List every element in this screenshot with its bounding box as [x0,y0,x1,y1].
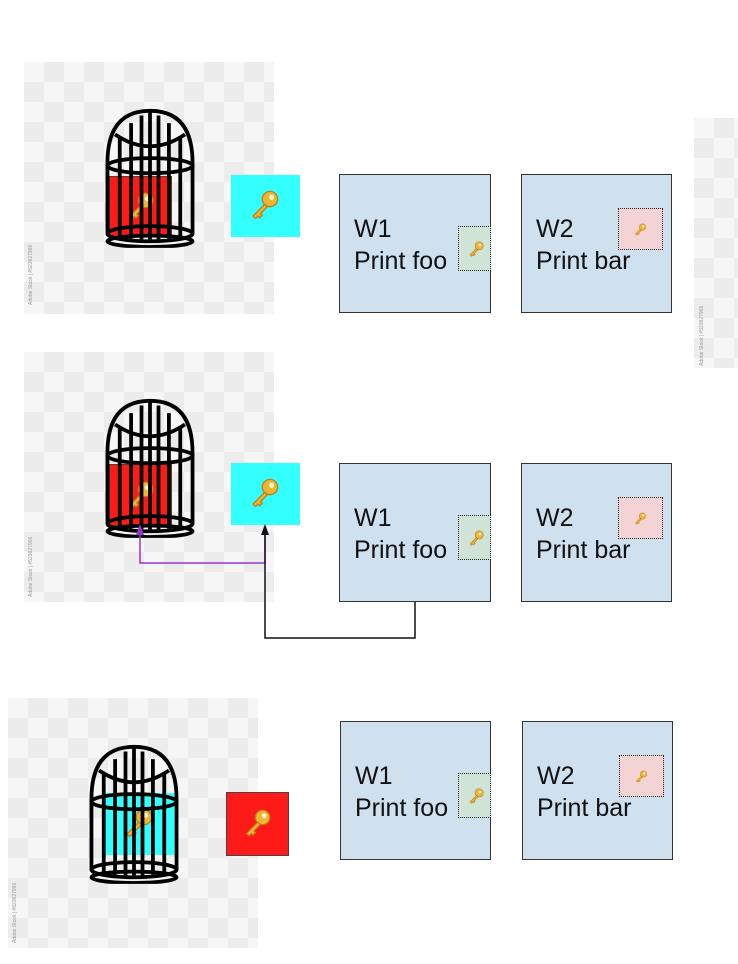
key-icon [467,528,485,548]
key-icon [467,786,485,806]
birdcage-icon [98,392,202,542]
worker-title: W1 [355,762,393,790]
key-slot [458,226,491,271]
worker-text: Print bar [536,247,631,275]
worker-w1: W1 Print foo [339,463,491,602]
worker-w1: W1 Print foo [340,721,491,860]
key-icon [247,187,281,223]
worker-title: W1 [354,504,392,532]
worker-text: Print foo [354,536,448,564]
worker-w2: W2 Print bar [521,174,672,313]
worker-w2: W2 Print bar [522,721,673,860]
stock-watermark: Adobe Stock | #523827966 [699,305,705,366]
key-icon [633,222,647,237]
worker-w2: W2 Print bar [521,463,672,602]
key-icon [467,239,485,259]
worker-text: Print foo [355,794,449,822]
stock-fragment-right [694,118,738,368]
key-slot [458,515,491,560]
worker-text: Print bar [536,536,631,564]
worker-w1: W1 Print foo [339,174,491,313]
worker-title: W1 [354,215,392,243]
worker-title: W2 [537,762,575,790]
key-slot [619,755,664,797]
key-icon [247,475,281,511]
stock-watermark: Adobe Stock | #523827966 [12,882,18,943]
stock-watermark: Adobe Stock | #523827966 [28,536,34,597]
red-key-square [226,792,289,856]
cyan-key-square [231,463,300,525]
birdcage-icon [98,102,202,252]
key-icon [633,511,647,526]
worker-title: W2 [536,215,574,243]
key-slot [458,773,491,818]
worker-text: Print bar [537,794,632,822]
key-icon [241,806,273,840]
key-icon [634,769,648,784]
worker-text: Print foo [354,247,448,275]
worker-title: W2 [536,504,574,532]
stock-watermark: Adobe Stock | #523827966 [28,244,34,305]
key-slot [618,497,663,539]
birdcage-icon [82,738,186,888]
cyan-key-square [231,175,300,237]
key-slot [618,208,663,250]
